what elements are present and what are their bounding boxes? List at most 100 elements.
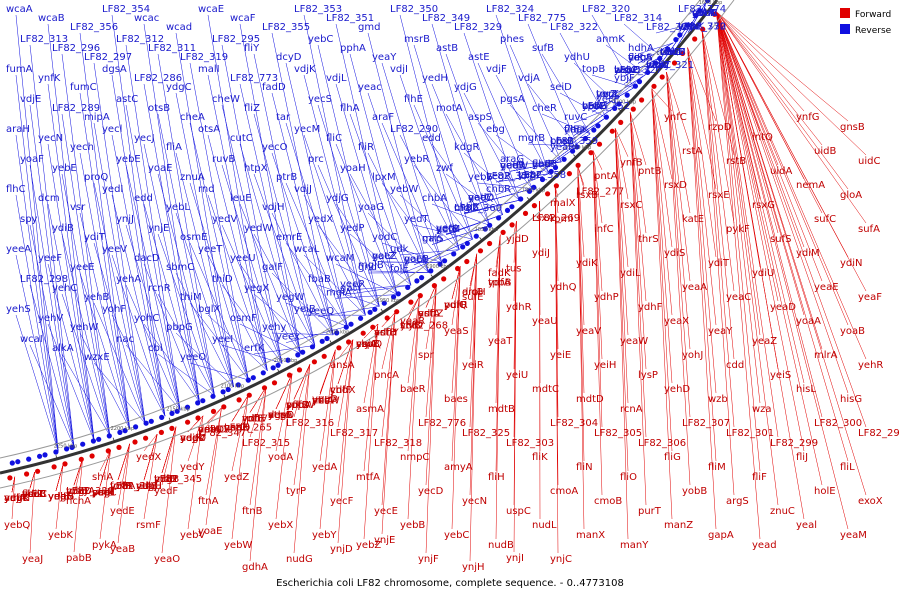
gene-label-reverse[interactable]: LF82_295: [212, 34, 260, 45]
gene-label-reverse[interactable]: yehA: [116, 274, 141, 285]
gene-label-reverse[interactable]: yegX: [244, 283, 269, 294]
gene-label-reverse[interactable]: LF82_311: [148, 43, 196, 54]
gene-label-reverse[interactable]: yeac: [358, 82, 382, 93]
gene-label-forward[interactable]: cdd: [726, 360, 744, 371]
gene-label-reverse[interactable]: cheB: [660, 47, 685, 58]
gene-label-forward[interactable]: nudL: [532, 520, 557, 531]
gene-label-reverse[interactable]: gatC: [468, 193, 491, 204]
gene-label-reverse[interactable]: yegI: [518, 170, 539, 181]
gene-label-reverse[interactable]: ydhA: [692, 8, 718, 19]
gene-label-reverse[interactable]: dcm: [38, 193, 60, 204]
gene-label-reverse[interactable]: ebg: [486, 124, 505, 135]
gene-label-forward[interactable]: rsxC: [620, 200, 642, 211]
gene-label-reverse[interactable]: wcad: [166, 22, 192, 33]
gene-label-forward[interactable]: pinR: [92, 487, 114, 498]
gene-label-reverse[interactable]: yoeB: [404, 254, 429, 265]
gene-label-reverse[interactable]: vdjH: [262, 202, 285, 213]
gene-label-reverse[interactable]: pphA: [340, 43, 366, 54]
gene-label-forward[interactable]: ydiS: [664, 248, 685, 259]
gene-label-reverse[interactable]: edd: [422, 133, 441, 144]
gene-label-reverse[interactable]: yecN: [38, 133, 63, 144]
gene-label-reverse[interactable]: LF82_354: [102, 4, 150, 15]
gene-label-forward[interactable]: yecD: [418, 486, 444, 497]
gene-label-forward[interactable]: nudB: [488, 540, 514, 551]
gene-label-reverse[interactable]: wcaF: [230, 13, 256, 24]
gene-label-reverse[interactable]: wcaM: [326, 253, 354, 264]
gene-label-reverse[interactable]: tar: [276, 112, 291, 123]
gene-label-forward[interactable]: ydiL: [620, 268, 641, 279]
gene-label-reverse[interactable]: wcaI: [20, 334, 43, 345]
gene-label-reverse[interactable]: mglB: [358, 260, 384, 271]
gene-label-forward[interactable]: uspC: [506, 506, 531, 517]
gene-label-forward[interactable]: rsmF: [136, 520, 161, 531]
gene-label-forward[interactable]: LF82_318: [374, 438, 422, 449]
gene-label-reverse[interactable]: edd: [134, 193, 153, 204]
gene-label-forward[interactable]: LF82_303: [506, 438, 554, 449]
gene-label-reverse[interactable]: fliC: [326, 133, 342, 144]
gene-label-reverse[interactable]: yedI: [102, 184, 123, 195]
gene-label-reverse[interactable]: btuC: [614, 65, 638, 76]
gene-label-reverse[interactable]: leuE: [230, 193, 252, 204]
gene-label-reverse[interactable]: yoaG: [358, 202, 384, 213]
gene-label-forward[interactable]: katE: [682, 214, 704, 225]
gene-label-reverse[interactable]: cbl: [148, 343, 163, 354]
gene-label-forward[interactable]: ydfJ: [4, 493, 23, 504]
gene-label-reverse[interactable]: prc: [308, 154, 324, 165]
gene-label-reverse[interactable]: yebG: [582, 101, 608, 112]
gene-label-reverse[interactable]: yebT: [646, 60, 671, 71]
gene-label-forward[interactable]: gapA: [708, 530, 734, 541]
gene-label-reverse[interactable]: osmF: [230, 313, 257, 324]
gene-label-reverse[interactable]: flhC: [6, 184, 26, 195]
gene-label-reverse[interactable]: mglA: [326, 287, 352, 298]
gene-label-reverse[interactable]: bglX: [198, 304, 220, 315]
gene-label-reverse[interactable]: seiD: [550, 82, 572, 93]
gene-label-reverse[interactable]: galF: [262, 262, 283, 273]
gene-label-reverse[interactable]: LF82_286: [134, 73, 182, 84]
gene-label-forward[interactable]: yegD: [312, 394, 338, 405]
gene-label-forward[interactable]: yeaZ: [752, 336, 777, 347]
gene-label-reverse[interactable]: wcaA: [6, 4, 33, 15]
gene-label-forward[interactable]: yeiE: [550, 350, 571, 361]
gene-label-reverse[interactable]: hdhA: [628, 43, 654, 54]
gene-label-forward[interactable]: LF82_315: [242, 438, 290, 449]
gene-label-forward[interactable]: yoaE: [198, 526, 222, 537]
gene-label-forward[interactable]: yobD: [198, 425, 224, 436]
gene-label-forward[interactable]: dgsA: [268, 410, 293, 421]
gene-label-forward[interactable]: yeaT: [488, 336, 513, 347]
gene-label-forward[interactable]: fliM: [708, 462, 726, 473]
gene-label-reverse[interactable]: yoaF: [20, 154, 44, 165]
gene-label-reverse[interactable]: yegS: [628, 53, 653, 64]
gene-label-forward[interactable]: astD: [374, 328, 397, 339]
gene-label-forward[interactable]: yecF: [330, 496, 354, 507]
gene-label-reverse[interactable]: flhB: [532, 159, 552, 170]
gene-label-reverse[interactable]: yedP: [340, 223, 364, 234]
gene-label-reverse[interactable]: yebL: [166, 202, 190, 213]
gene-label-forward[interactable]: pykF: [726, 224, 750, 235]
gene-label-reverse[interactable]: malI: [198, 64, 220, 75]
gene-label-reverse[interactable]: astC: [116, 94, 138, 105]
gene-label-reverse[interactable]: yoaH: [340, 163, 366, 174]
gene-label-forward[interactable]: yeaQ: [356, 339, 382, 350]
gene-label-forward[interactable]: wzb: [708, 394, 728, 405]
gene-label-forward[interactable]: sodB: [22, 489, 47, 500]
gene-label-forward[interactable]: hchA: [66, 496, 91, 507]
gene-label-reverse[interactable]: ruvB: [212, 154, 235, 165]
gene-label-forward[interactable]: ydiF: [110, 481, 131, 492]
gene-label-forward[interactable]: LF82_304: [550, 418, 598, 429]
gene-label-reverse[interactable]: yeeR: [340, 279, 365, 290]
gene-label-forward[interactable]: ansA: [330, 360, 355, 371]
gene-label-forward[interactable]: yeaC: [726, 292, 751, 303]
gene-label-reverse[interactable]: LF82_353: [294, 4, 342, 15]
gene-label-forward[interactable]: ydhX: [330, 385, 356, 396]
gene-label-forward[interactable]: sufC: [814, 214, 836, 225]
gene-label-reverse[interactable]: yecP: [596, 94, 620, 105]
gene-label-forward[interactable]: fliJ: [796, 452, 808, 463]
gene-label-reverse[interactable]: ydgC: [166, 82, 192, 93]
gene-label-reverse[interactable]: fadD: [262, 82, 286, 93]
gene-label-reverse[interactable]: LF82_314: [614, 13, 662, 24]
gene-label-forward[interactable]: ydeE: [48, 492, 73, 503]
gene-label-forward[interactable]: yoaB: [840, 326, 865, 337]
gene-label-reverse[interactable]: fliR: [358, 142, 374, 153]
gene-label-reverse[interactable]: fliY: [244, 43, 260, 54]
gene-label-reverse[interactable]: yeaY: [372, 52, 397, 63]
